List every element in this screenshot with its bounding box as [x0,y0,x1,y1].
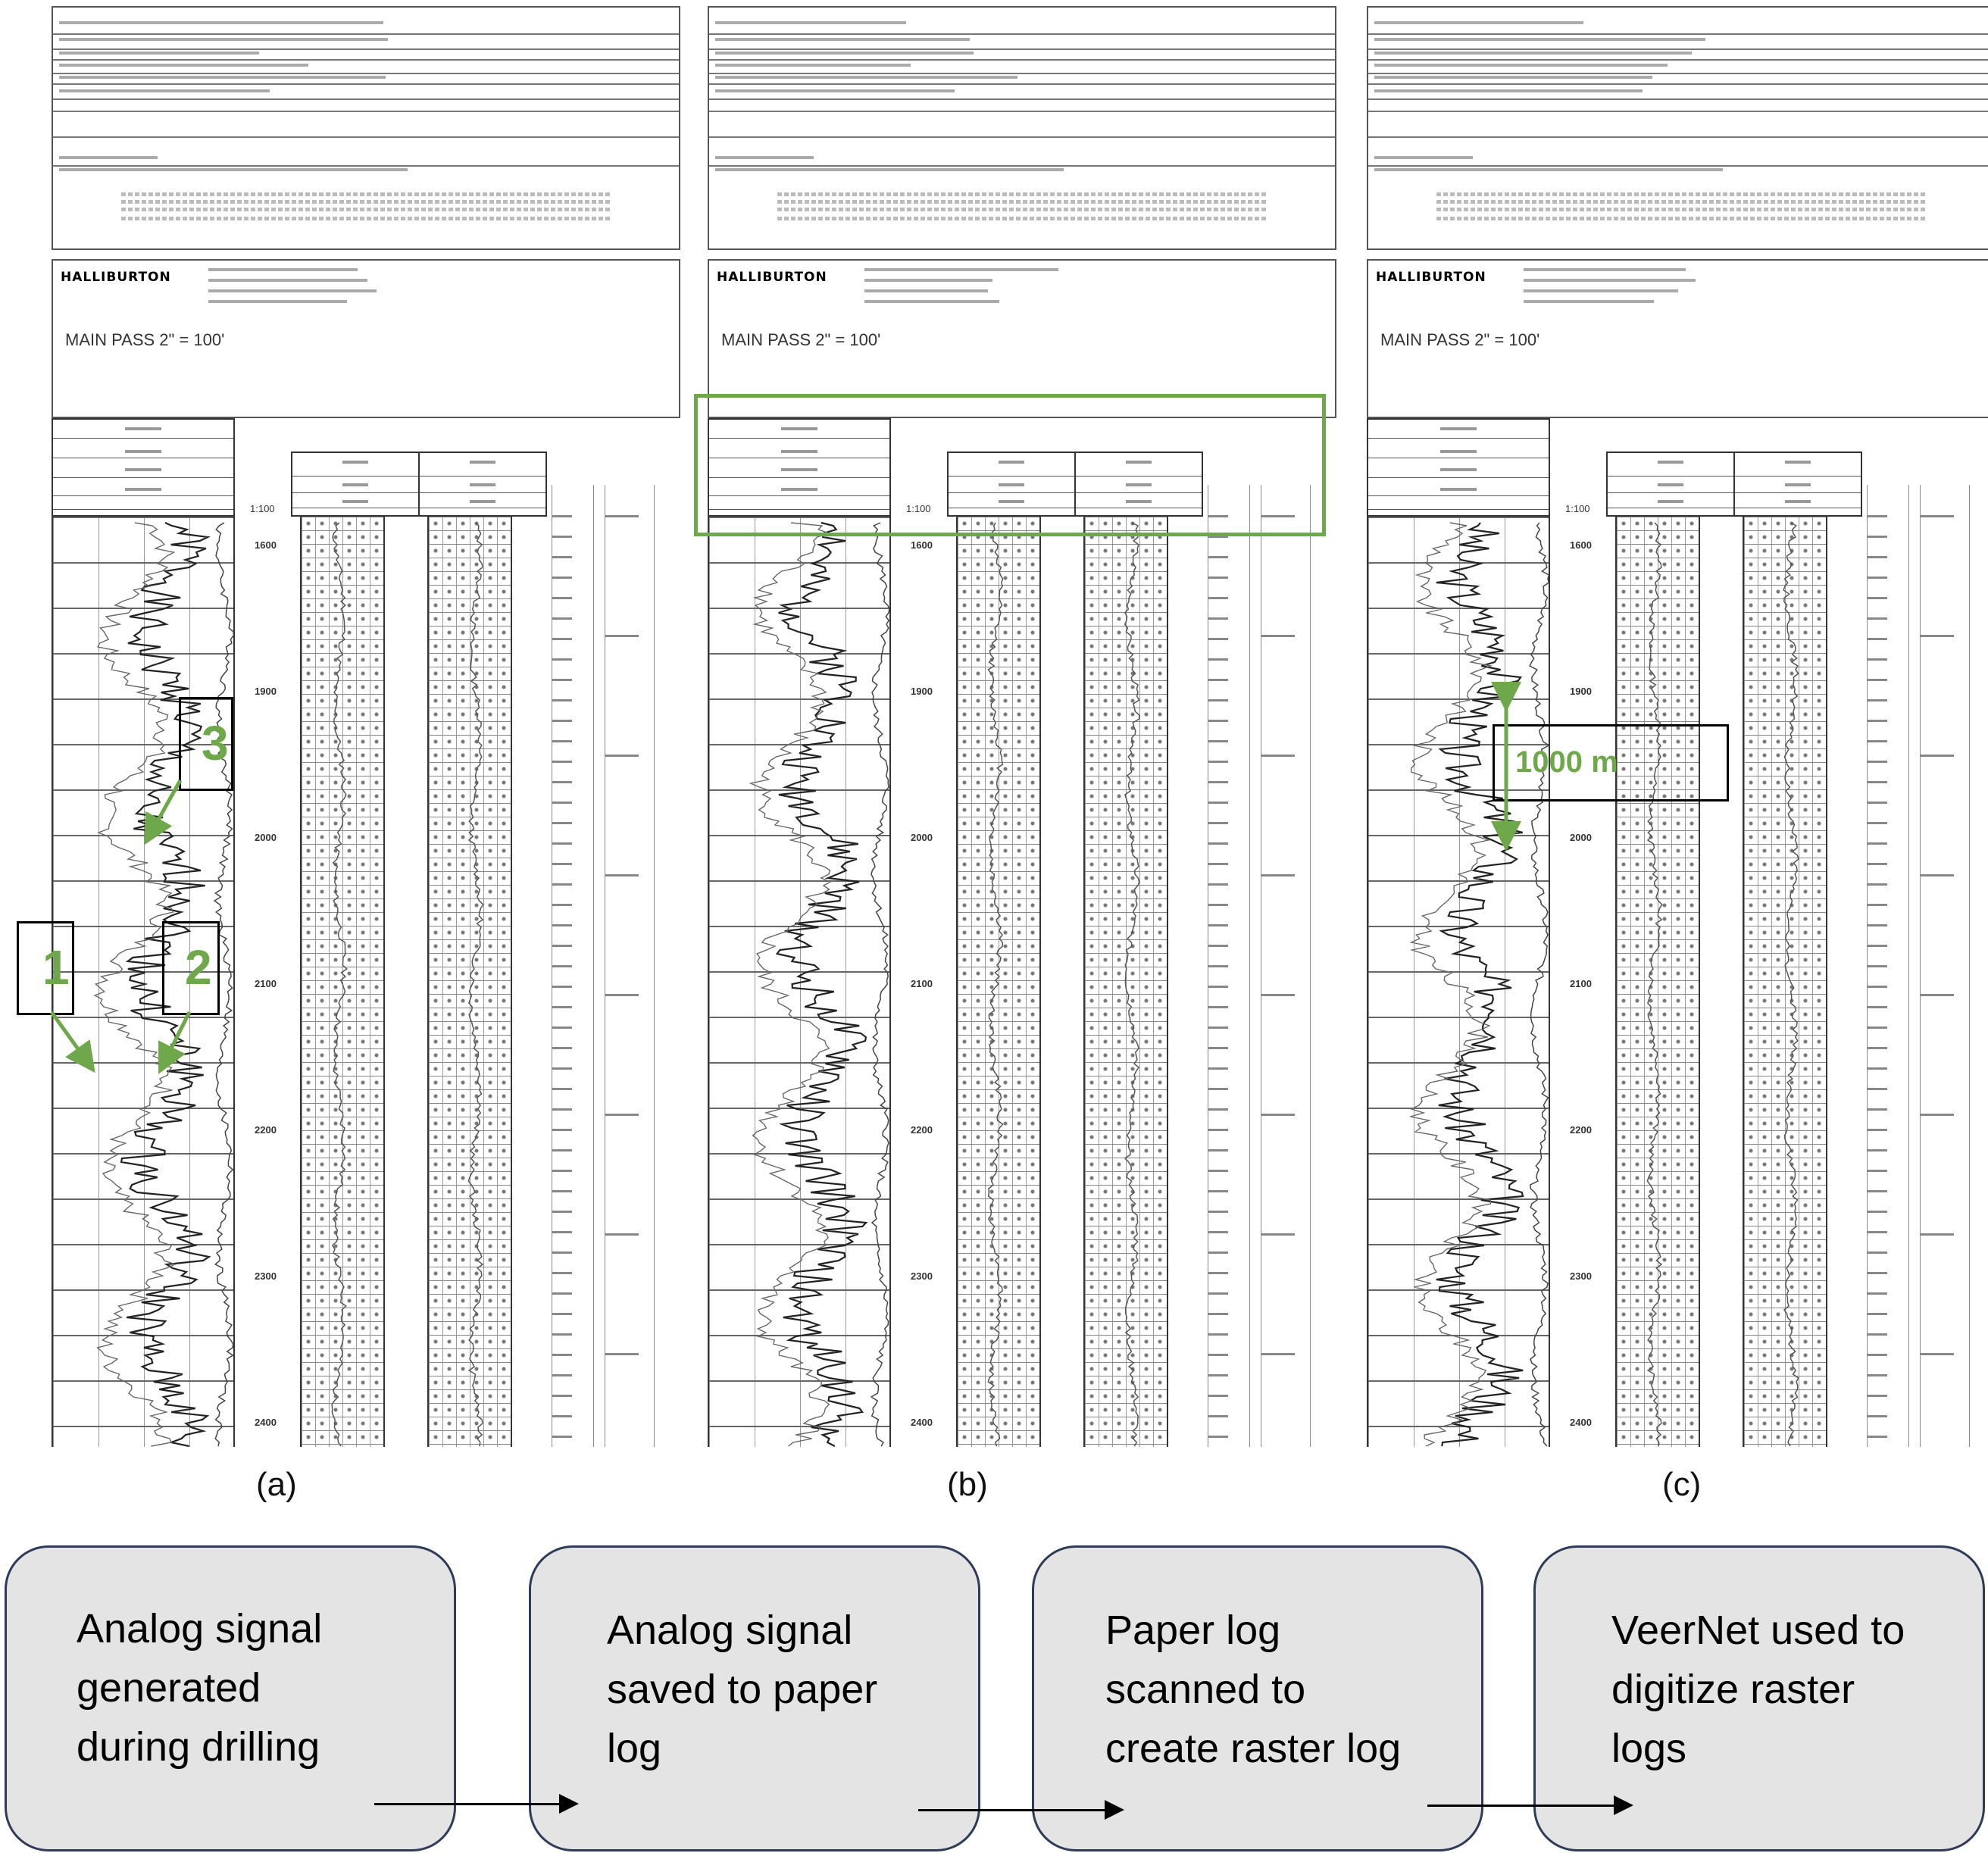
depth-tick-label: 2400 [911,1417,933,1428]
raster-log-panel-a: HALLIBURTON MAIN PASS 2" = 100' 1:100 1600 1… [52,0,680,1455]
caliper-track [956,517,1041,1447]
logo-wordmark: HALLIBURTON [1376,270,1486,285]
log-title-area: HALLIBURTON MAIN PASS 2" = 100' [708,259,1336,418]
depth-tick-label: 2100 [911,978,933,989]
depth-tick-label: 2300 [911,1270,933,1282]
depth-scale-label: 1:100 [906,503,931,514]
main-pass-label: MAIN PASS 2" = 100' [1380,330,1540,349]
depth-tick-label: 2000 [1570,832,1592,843]
flow-step-3: Paper log scanned to create raster log [1032,1545,1483,1851]
panel-label-c: (c) [1662,1466,1702,1503]
caliper-track-header [1733,452,1862,517]
scale-column [1867,485,1909,1447]
flow-step-3-text: Paper log scanned to create raster log [1105,1608,1402,1771]
depth-tick-label: 2200 [255,1124,277,1136]
marker-label-3: 3 [202,716,229,770]
scale-column [552,485,594,1447]
flow-arrow-1 [374,1794,579,1814]
caliper-track-header [291,452,420,517]
arrow-marker-3 [144,779,183,845]
log-run-info [864,268,1061,311]
marker-label-1: 1 [42,940,70,995]
depth-tick-label: 2400 [255,1417,277,1428]
depth-tick-label: 1900 [911,686,933,697]
arrow-marker-2 [158,1011,192,1074]
main-pass-label: MAIN PASS 2" = 100' [721,330,881,349]
caliper-track [1615,517,1700,1447]
caliper-track-header [1074,452,1203,517]
main-pass-label: MAIN PASS 2" = 100' [65,330,225,349]
log-curves [749,521,1140,1447]
flow-arrow-2 [918,1800,1124,1820]
log-header-sheet [52,6,680,250]
caliper-track [427,517,512,1447]
track1-header [52,418,235,517]
depth-tick-label: 2400 [1570,1417,1592,1428]
marker-box-3 [179,697,233,791]
scale-column [1208,485,1250,1447]
marker-label-2: 2 [185,940,212,995]
depth-tick-label: 2000 [255,832,277,843]
depth-tick-label: 2300 [1570,1270,1592,1282]
caliper-track [300,517,385,1447]
caliper-track-header [418,452,547,517]
raster-log-panel-c: HALLIBURTON MAIN PASS 2" = 100' 1:100 1600 1… [1367,0,1988,1455]
depth-tick-label: 2100 [255,978,277,989]
gamma-ray-track [52,517,235,1447]
panel-label-b: (b) [947,1466,988,1503]
flow-arrow-3 [1427,1795,1633,1815]
header-highlight-box [694,394,1326,536]
depth-tick-label: 2000 [911,832,933,843]
flow-step-1: Analog signal generated during drilling [5,1545,456,1851]
depth-tick-label: 2200 [1570,1124,1592,1136]
depth-tick-label: 2200 [911,1124,933,1136]
log-curves [1409,522,1799,1447]
track1-header [1367,418,1550,517]
track1-header [708,418,891,517]
depth-tick-label: 2100 [1570,978,1592,989]
depth-tick-label: 1600 [1570,539,1592,551]
distance-label: 1000 m [1515,745,1618,779]
depth-tick-label: 1600 [255,539,277,551]
marker-box-1 [17,921,74,1015]
depth-scale-label: 1:100 [1565,503,1590,514]
depth-tick-label: 2300 [255,1270,277,1282]
panel-label-a: (a) [256,1466,297,1503]
flow-step-2: Analog signal saved to paper log [529,1545,980,1851]
depth-tick-label: 1900 [255,686,277,697]
depth-scale-label: 1:100 [250,503,275,514]
log-curves [93,522,484,1448]
log-title-area: HALLIBURTON MAIN PASS 2" = 100' [52,259,680,418]
flow-step-2-text: Analog signal saved to paper log [607,1608,878,1771]
scale-column [605,485,655,1447]
flow-step-4-text: VeerNet used to digitize raster logs [1611,1608,1905,1771]
depth-tick-label: 1900 [1570,686,1592,697]
arrow-marker-1 [49,1011,95,1073]
raster-log-panel-b: HALLIBURTON MAIN PASS 2" = 100' 1:100 1600 1… [708,0,1336,1455]
marker-box-2 [162,921,220,1015]
gamma-ray-track [1367,517,1550,1447]
log-header-sheet [1367,6,1988,250]
logo-wordmark: HALLIBURTON [717,270,827,285]
flow-step-4: VeerNet used to digitize raster logs [1533,1545,1985,1851]
caliper-track-header [947,452,1076,517]
flow-step-1-text: Analog signal generated during drilling [77,1606,323,1770]
log-run-info [208,268,405,311]
scale-column [1920,485,1970,1447]
log-run-info [1524,268,1721,311]
logo-wordmark: HALLIBURTON [61,270,171,285]
log-title-area: HALLIBURTON MAIN PASS 2" = 100' [1367,259,1988,418]
depth-tick-label: 1600 [911,539,933,551]
log-header-sheet [708,6,1336,250]
caliper-track [1743,517,1827,1447]
scale-column [1261,485,1311,1447]
